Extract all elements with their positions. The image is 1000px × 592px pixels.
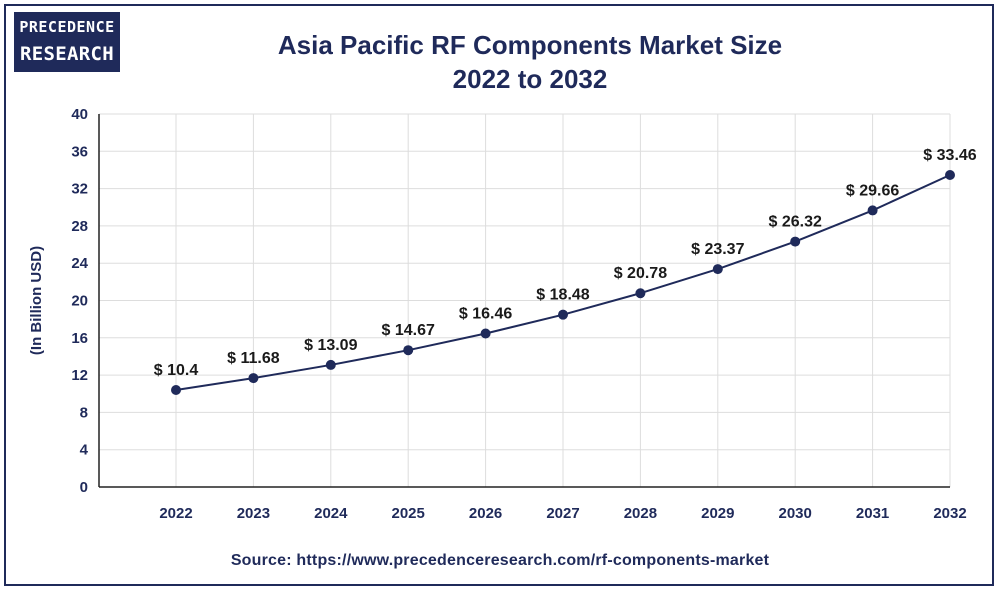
data-label: $ 11.68 xyxy=(227,350,280,367)
x-tick-label: 2032 xyxy=(933,505,966,522)
y-tick-label: 24 xyxy=(71,255,88,272)
data-point xyxy=(403,345,414,356)
data-point xyxy=(248,373,259,384)
data-point xyxy=(635,288,646,299)
x-tick-label: 2022 xyxy=(159,505,192,522)
data-label: $ 33.46 xyxy=(923,147,976,164)
y-tick-label: 32 xyxy=(71,181,88,198)
chart-frame xyxy=(4,4,994,586)
data-point xyxy=(867,205,878,216)
data-label: $ 10.4 xyxy=(154,362,199,379)
data-point xyxy=(171,385,181,396)
logo-line-1: PRECEDENCE xyxy=(19,18,115,36)
x-tick-label: 2026 xyxy=(469,505,502,522)
data-label: $ 29.66 xyxy=(846,182,899,199)
x-tick-label: 2029 xyxy=(701,505,734,522)
y-tick-label: 12 xyxy=(71,367,88,384)
brand-logo: PRECEDENCE RESEARCH xyxy=(14,12,120,72)
data-point xyxy=(325,359,336,370)
data-point xyxy=(480,328,491,339)
x-tick-label: 2030 xyxy=(779,505,812,522)
data-label: $ 26.32 xyxy=(769,214,822,231)
data-point xyxy=(945,169,955,180)
data-point xyxy=(712,264,723,275)
x-tick-label: 2027 xyxy=(546,505,579,522)
y-tick-label: 8 xyxy=(80,404,88,421)
x-tick-label: 2023 xyxy=(237,505,270,522)
data-label: $ 13.09 xyxy=(304,337,357,354)
y-tick-label: 36 xyxy=(71,143,88,160)
data-label: $ 14.67 xyxy=(382,322,435,339)
x-tick-label: 2024 xyxy=(314,505,348,522)
chart-title: Asia Pacific RF Components Market Size xyxy=(277,30,783,60)
data-label: $ 18.48 xyxy=(536,287,589,304)
y-tick-label: 0 xyxy=(80,479,88,496)
y-tick-label: 40 xyxy=(71,106,88,123)
data-point xyxy=(558,309,568,320)
logo-line-2: RESEARCH xyxy=(20,43,114,65)
x-tick-label: 2025 xyxy=(392,505,425,522)
chart-subtitle: 2022 to 2032 xyxy=(452,64,608,94)
x-tick-label: 2028 xyxy=(624,505,657,522)
y-axis-label: (In Billion USD) xyxy=(28,246,45,355)
y-tick-label: 16 xyxy=(71,330,88,347)
data-label: $ 23.37 xyxy=(691,241,744,258)
y-tick-label: 28 xyxy=(71,218,88,235)
source-note: Source: https://www.precedenceresearch.c… xyxy=(230,552,770,569)
data-label: $ 20.78 xyxy=(614,265,667,282)
data-point xyxy=(790,236,801,247)
y-tick-label: 4 xyxy=(80,442,89,459)
y-tick-label: 20 xyxy=(71,293,88,310)
x-tick-label: 2031 xyxy=(856,505,889,522)
data-label: $ 16.46 xyxy=(459,306,512,323)
